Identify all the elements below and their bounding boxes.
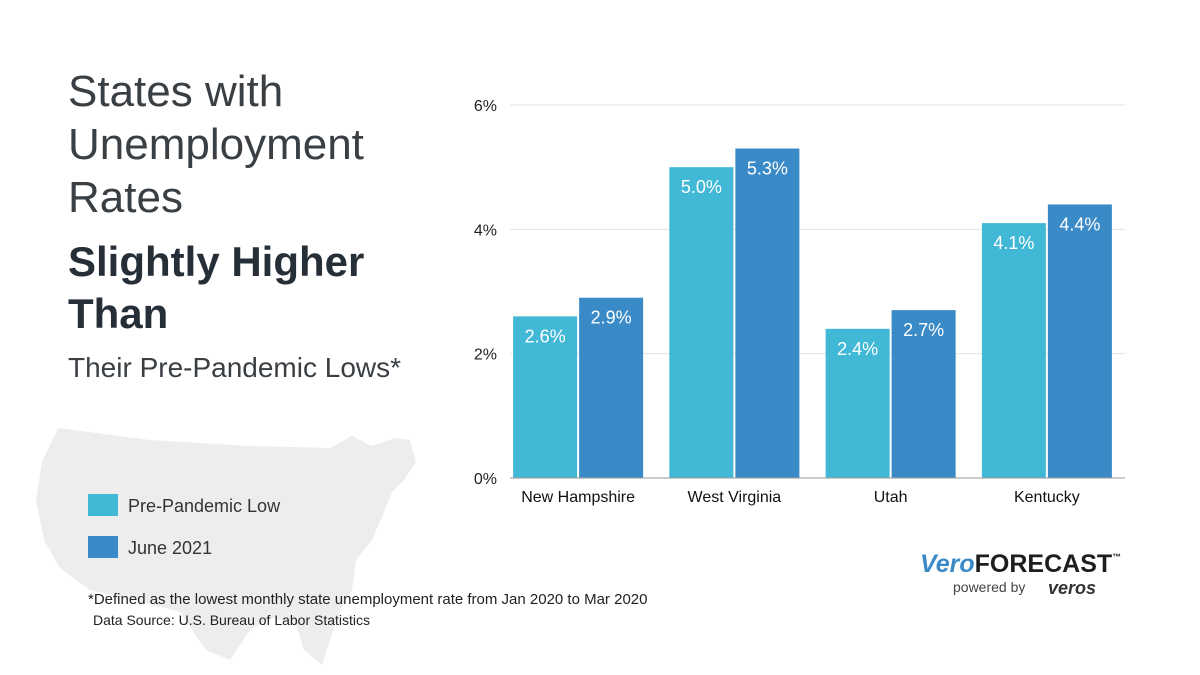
headline-line: Slightly Higher [68,238,364,285]
title-line: Unemployment [68,120,364,169]
y-tick-label: 0% [474,471,497,488]
value-label: 2.7% [903,320,944,340]
legend-swatch [88,536,118,558]
bar [513,316,578,478]
logo-brand: Vero [920,550,975,578]
bar [1047,204,1112,478]
footnote: *Defined as the lowest monthly state une… [88,591,647,608]
value-label: 5.0% [681,177,722,197]
x-tick-label: West Virginia [688,489,782,506]
logo: VeroFORECAST™ [920,550,1121,578]
legend-label: June 2021 [128,538,212,558]
headline-line: Than [68,290,168,337]
bar [579,297,644,478]
bar [891,310,956,478]
source: Data Source: U.S. Bureau of Labor Statis… [93,612,370,628]
us-map-silhouette [36,428,416,665]
value-label: 5.3% [747,159,788,179]
value-label: 2.9% [591,308,632,328]
subtitle: Their Pre-Pandemic Lows* [68,352,401,383]
logo-brand: FORECAST [975,550,1113,578]
value-label: 4.1% [993,233,1034,253]
title-line: Rates [68,173,183,222]
company-name: veros [1048,578,1096,598]
legend-label: Pre-Pandemic Low [128,496,281,516]
legend-swatch [88,494,118,516]
y-tick-label: 4% [474,222,497,239]
y-tick-label: 6% [474,98,497,115]
x-tick-label: New Hampshire [521,489,635,506]
y-tick-label: 2% [474,347,497,364]
value-label: 4.4% [1059,214,1100,234]
bar [735,148,800,478]
x-tick-label: Utah [874,489,908,506]
x-tick-label: Kentucky [1014,489,1080,506]
bar [669,167,734,478]
bar [981,223,1046,478]
logo-trademark: ™ [1112,552,1121,562]
bar [825,328,890,478]
value-label: 2.6% [525,326,566,346]
title-line: States with [68,67,283,116]
powered-by: powered by [953,579,1025,595]
value-label: 2.4% [837,339,878,359]
